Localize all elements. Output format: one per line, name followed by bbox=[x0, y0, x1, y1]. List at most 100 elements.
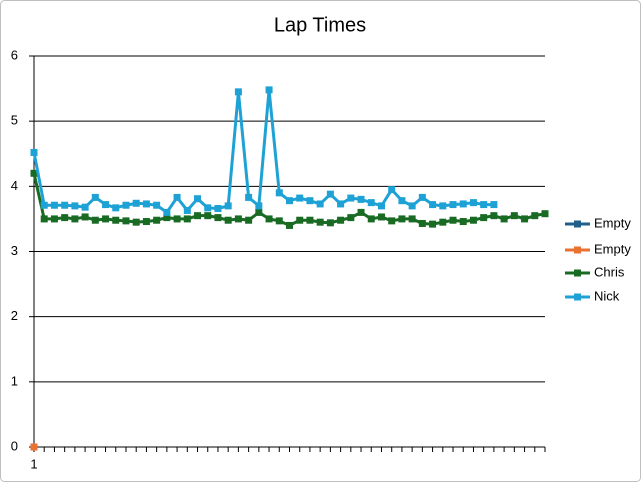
data-point bbox=[449, 201, 457, 209]
data-point bbox=[173, 193, 181, 201]
data-point bbox=[347, 214, 355, 222]
data-point bbox=[224, 216, 232, 224]
legend-label: Nick bbox=[594, 288, 620, 303]
legend-label: Empty bbox=[594, 215, 631, 230]
data-point bbox=[214, 204, 222, 212]
data-point bbox=[388, 217, 396, 225]
data-point bbox=[541, 210, 549, 218]
data-point bbox=[255, 202, 263, 210]
data-point bbox=[429, 201, 437, 209]
data-point bbox=[500, 215, 508, 223]
data-point bbox=[163, 208, 171, 216]
data-point bbox=[61, 214, 69, 222]
data-point bbox=[122, 217, 130, 225]
data-point bbox=[122, 201, 130, 209]
data-point bbox=[388, 186, 396, 194]
y-tick-label: 0 bbox=[11, 438, 18, 453]
data-point bbox=[469, 216, 477, 224]
data-point bbox=[224, 202, 232, 210]
data-point bbox=[102, 201, 110, 209]
data-point bbox=[459, 218, 467, 226]
data-point bbox=[275, 189, 283, 197]
data-point bbox=[40, 201, 48, 209]
legend-label: Empty bbox=[594, 241, 631, 256]
data-point bbox=[91, 193, 99, 201]
data-point bbox=[408, 215, 416, 223]
legend-marker bbox=[574, 269, 581, 277]
legend-label: Chris bbox=[594, 264, 625, 279]
data-point bbox=[265, 215, 273, 223]
data-point bbox=[510, 212, 518, 220]
data-point bbox=[50, 201, 58, 209]
data-point bbox=[296, 194, 304, 202]
data-point bbox=[112, 204, 120, 212]
data-point bbox=[398, 215, 406, 223]
data-point bbox=[194, 195, 202, 203]
data-point bbox=[531, 212, 539, 220]
series-line bbox=[32, 88, 494, 214]
data-point bbox=[459, 200, 467, 208]
data-point bbox=[275, 217, 283, 225]
data-point bbox=[337, 216, 345, 224]
data-point bbox=[183, 206, 191, 214]
data-point bbox=[367, 199, 375, 207]
y-tick-label: 5 bbox=[11, 113, 18, 128]
data-point bbox=[234, 88, 242, 96]
data-point bbox=[439, 202, 447, 210]
data-point bbox=[377, 202, 385, 210]
data-point bbox=[81, 213, 89, 221]
data-point bbox=[173, 215, 181, 223]
data-point bbox=[30, 169, 38, 177]
data-point bbox=[183, 215, 191, 223]
data-point bbox=[50, 215, 58, 223]
x-tick-label: 1 bbox=[30, 456, 37, 471]
data-point bbox=[81, 203, 89, 211]
y-tick-label: 3 bbox=[11, 243, 18, 258]
data-point bbox=[112, 216, 120, 224]
data-point bbox=[245, 193, 253, 201]
data-point bbox=[469, 199, 477, 207]
data-point bbox=[296, 216, 304, 224]
data-point bbox=[234, 215, 242, 223]
data-point bbox=[480, 214, 488, 222]
data-point bbox=[439, 218, 447, 226]
data-point bbox=[132, 218, 140, 226]
data-point bbox=[255, 208, 263, 216]
data-point bbox=[142, 218, 150, 226]
chart-title: Lap Times bbox=[274, 14, 366, 36]
data-point bbox=[490, 201, 498, 209]
data-point bbox=[265, 86, 273, 94]
y-tick-label: 4 bbox=[11, 178, 18, 193]
data-point bbox=[61, 201, 69, 209]
data-point bbox=[326, 190, 334, 198]
data-point bbox=[521, 215, 529, 223]
data-point bbox=[204, 204, 212, 212]
data-point bbox=[306, 216, 314, 224]
data-point bbox=[418, 193, 426, 201]
data-point bbox=[480, 201, 488, 209]
data-point bbox=[347, 194, 355, 202]
data-point bbox=[286, 197, 293, 205]
legend-marker bbox=[574, 246, 581, 254]
data-point bbox=[40, 215, 48, 223]
data-point bbox=[30, 443, 38, 451]
data-point bbox=[306, 197, 314, 205]
data-point bbox=[132, 199, 140, 207]
data-point bbox=[357, 208, 365, 216]
data-point bbox=[163, 214, 171, 222]
data-point bbox=[367, 215, 375, 223]
data-point bbox=[245, 216, 253, 224]
data-point bbox=[142, 200, 150, 208]
y-tick-label: 1 bbox=[11, 373, 18, 388]
legend-marker bbox=[574, 293, 581, 301]
data-point bbox=[326, 219, 334, 227]
data-point bbox=[316, 200, 324, 208]
data-point bbox=[337, 200, 345, 208]
data-point bbox=[398, 197, 406, 205]
data-point bbox=[408, 202, 416, 210]
data-point bbox=[316, 218, 324, 226]
data-point bbox=[91, 216, 99, 224]
